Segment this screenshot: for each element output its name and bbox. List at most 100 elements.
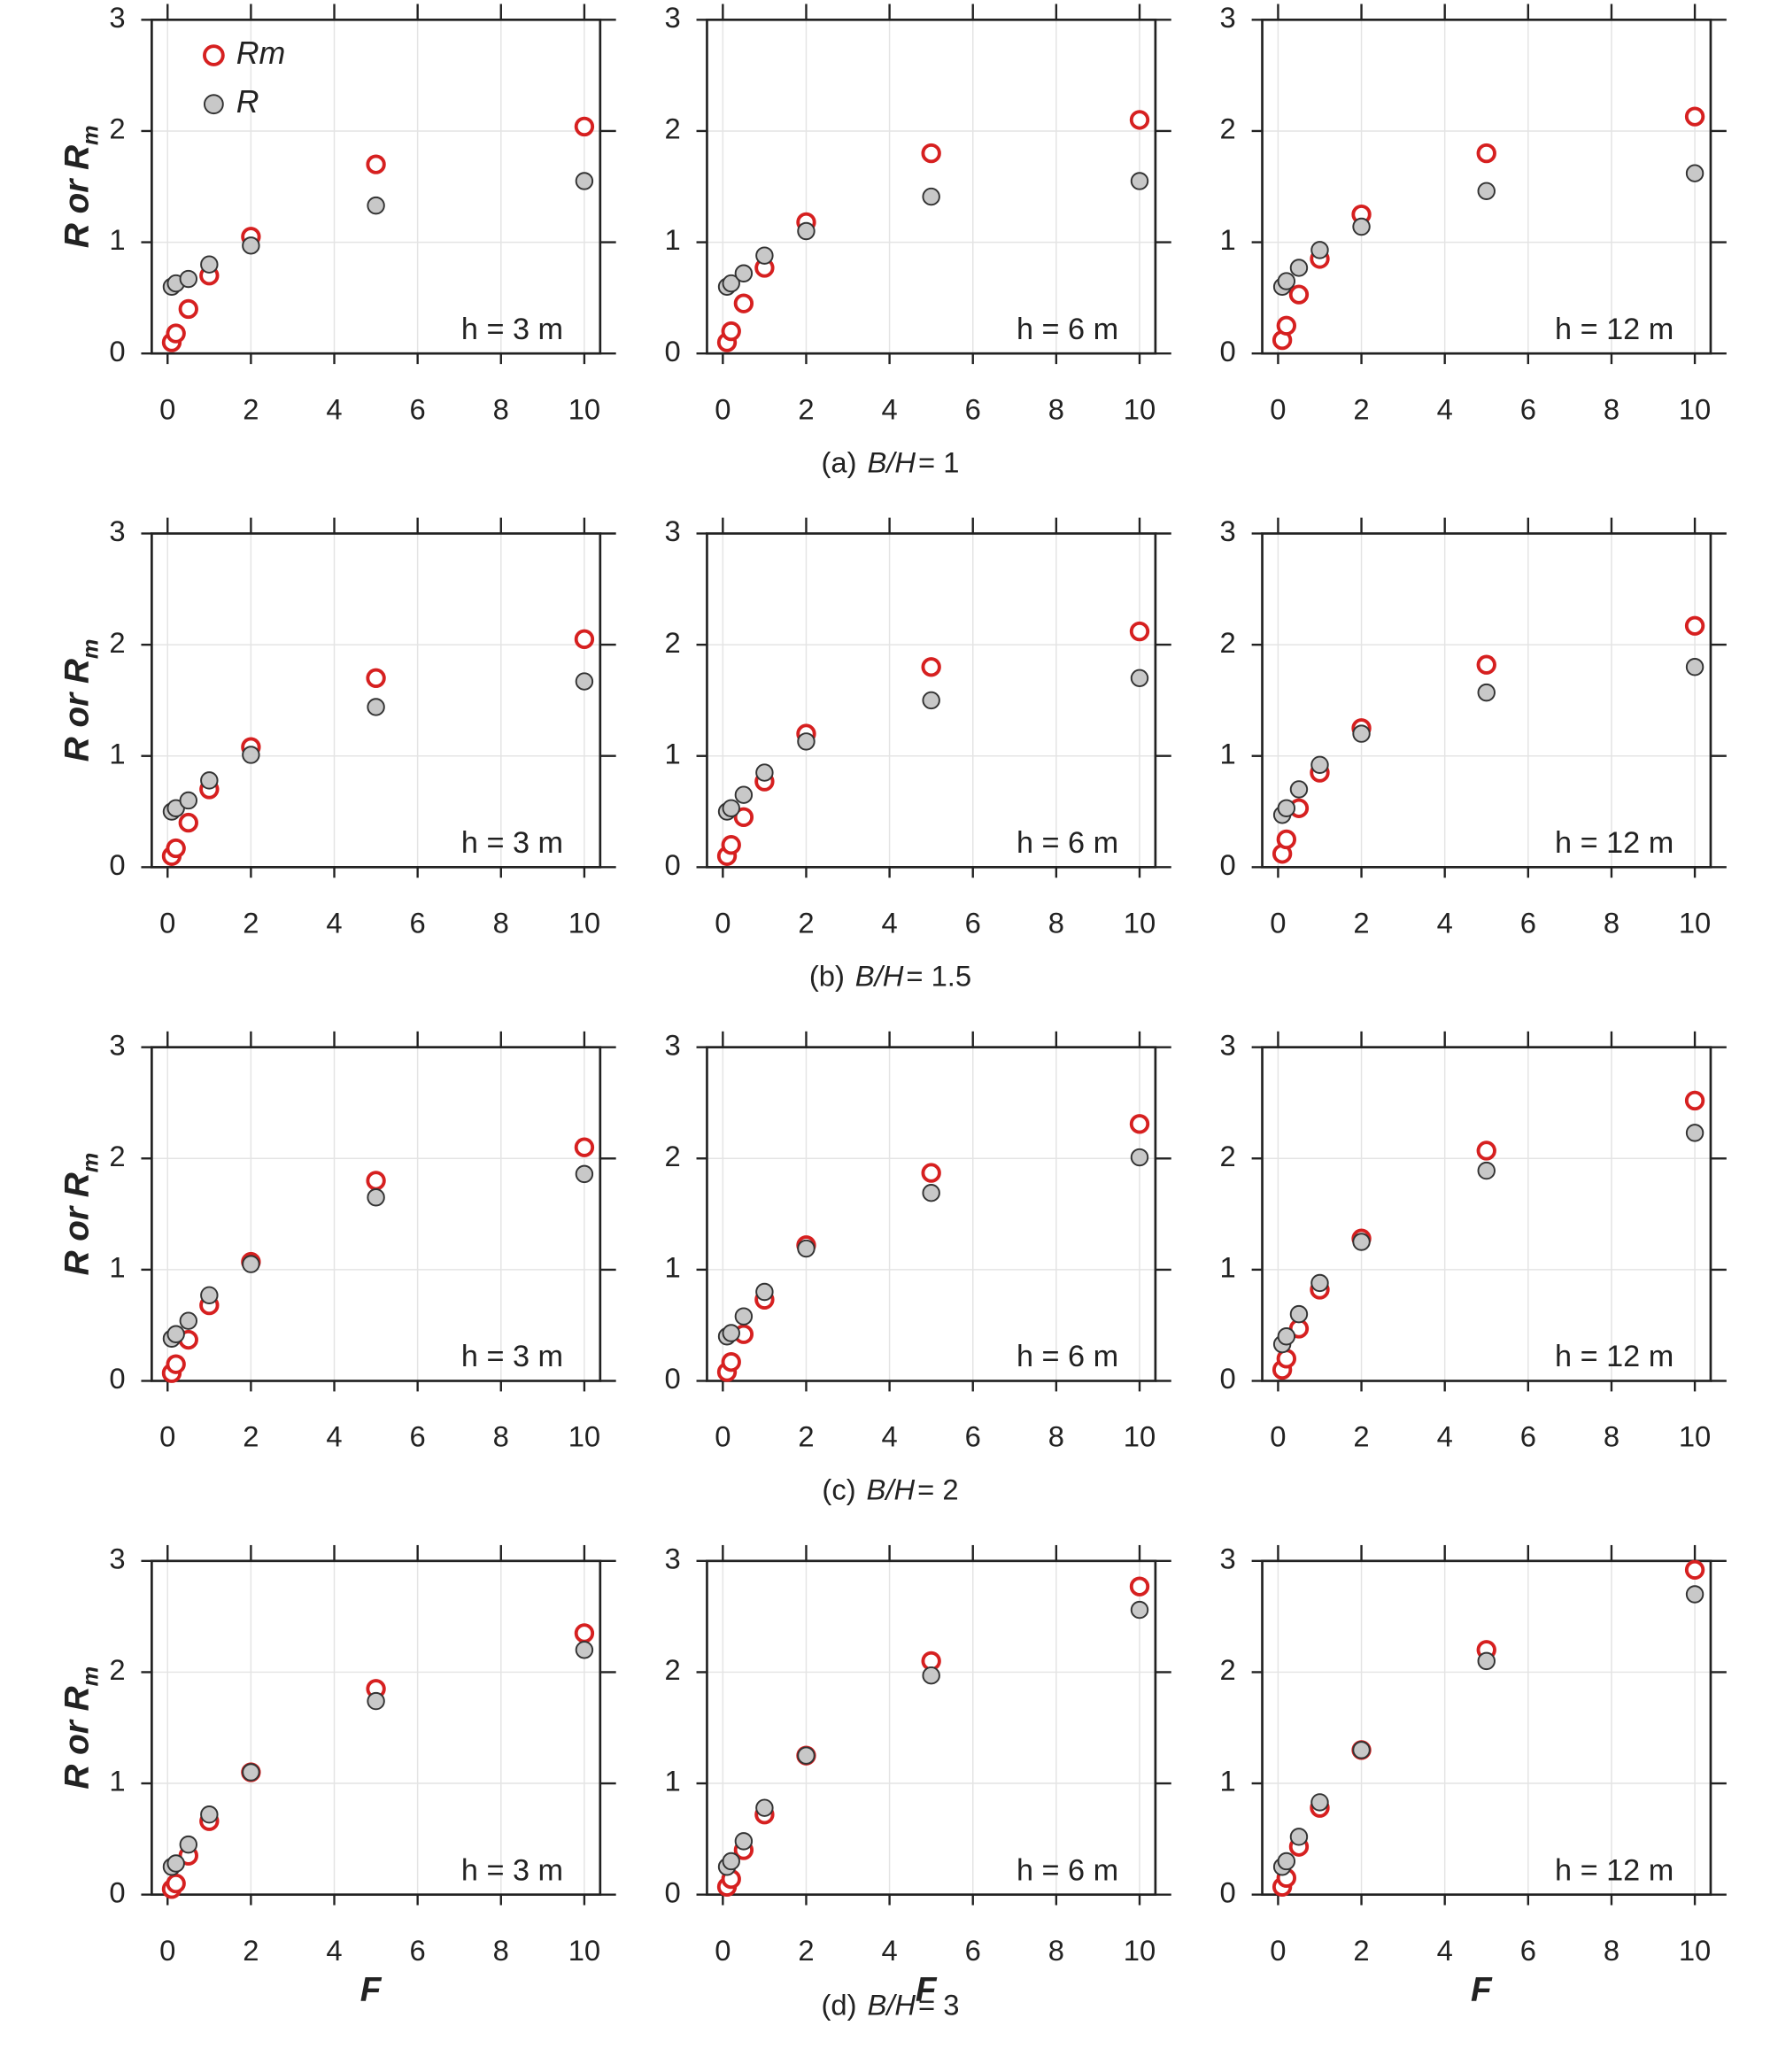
x-tick-label: 8 xyxy=(493,1934,509,1967)
data-point xyxy=(166,1325,185,1343)
data-point xyxy=(755,246,774,265)
y-tick-label: 0 xyxy=(109,1875,125,1908)
x-tick-label: 0 xyxy=(715,907,731,939)
x-tick-label: 0 xyxy=(159,1420,175,1453)
y-tick-label: 1 xyxy=(664,223,680,256)
data-point xyxy=(366,154,386,174)
data-point xyxy=(722,1852,740,1871)
caption-eq: = 1 xyxy=(918,445,959,478)
plot-frame xyxy=(1261,1559,1712,1897)
y-tick-label: 3 xyxy=(664,1542,680,1574)
data-point xyxy=(1352,1233,1371,1251)
data-point xyxy=(242,1763,260,1782)
y-axis-label-main: R or R xyxy=(58,1686,97,1789)
x-tick-label: 2 xyxy=(1353,1934,1369,1967)
y-tick-label: 2 xyxy=(109,626,125,659)
y-axis-label-sub: m xyxy=(78,1666,103,1687)
y-tick-label: 2 xyxy=(1220,1140,1236,1172)
x-tick-label: 8 xyxy=(493,1420,509,1453)
caption-var: B/H xyxy=(867,1988,916,2021)
x-tick-label: 0 xyxy=(159,1934,175,1967)
data-point xyxy=(1310,1793,1329,1812)
data-point xyxy=(1130,172,1149,190)
annotation: h = 12 m xyxy=(1555,1853,1674,1887)
caption-eq: = 3 xyxy=(918,1988,959,2021)
caption-var: B/H xyxy=(855,959,904,992)
caption: (b) B/H = 1.5 xyxy=(809,959,971,992)
x-tick-label: 8 xyxy=(1604,907,1620,939)
data-point xyxy=(1288,284,1310,305)
data-point xyxy=(242,746,260,764)
caption: (d) B/H = 3 xyxy=(821,1988,959,2021)
x-tick-label: 6 xyxy=(410,1934,426,1967)
annotation: h = 3 m xyxy=(461,1340,563,1373)
annotation: h = 6 m xyxy=(1017,313,1118,346)
y-tick-label: 1 xyxy=(1220,223,1236,256)
x-tick-label: 6 xyxy=(965,1420,981,1453)
y-tick-label: 2 xyxy=(664,1140,680,1172)
caption-tag: (c) xyxy=(822,1473,855,1505)
y-tick-label: 0 xyxy=(664,1875,680,1908)
x-tick-label: 10 xyxy=(568,1420,600,1453)
y-tick-label: 3 xyxy=(1220,1542,1236,1574)
caption-var: B/H xyxy=(867,445,916,478)
data-point xyxy=(1310,1273,1329,1293)
data-point xyxy=(1352,724,1371,743)
data-point xyxy=(574,1137,595,1157)
x-tick-label: 4 xyxy=(326,1420,342,1453)
y-tick-label: 1 xyxy=(664,1251,680,1284)
data-point xyxy=(574,629,595,650)
y-tick-label: 2 xyxy=(109,1140,125,1172)
x-tick-label: 8 xyxy=(1048,1420,1064,1453)
data-point xyxy=(1277,1852,1296,1871)
plot-frame xyxy=(706,532,1157,869)
y-axis-label: R or Rm xyxy=(58,1153,103,1276)
data-point xyxy=(366,668,386,688)
data-point xyxy=(200,771,219,790)
data-point xyxy=(1685,1124,1705,1142)
annotation: h = 3 m xyxy=(461,826,563,860)
x-tick-label: 2 xyxy=(1353,1420,1369,1453)
x-tick-label: 6 xyxy=(1520,1420,1536,1453)
x-tick-label: 10 xyxy=(1124,1420,1156,1453)
annotation: h = 6 m xyxy=(1017,826,1118,860)
x-axis-label: F xyxy=(916,1971,938,2009)
caption-tag: (d) xyxy=(821,1988,856,2021)
x-tick-label: 6 xyxy=(965,392,981,425)
x-tick-label: 6 xyxy=(1520,1934,1536,1967)
caption-tag: (a) xyxy=(821,445,856,478)
annotation: h = 12 m xyxy=(1555,1340,1674,1373)
x-axis-label: F xyxy=(360,1971,383,2009)
x-tick-label: 4 xyxy=(881,907,897,939)
data-point xyxy=(1684,1090,1705,1111)
panel: 0 2 4 6 8 10 0 1 2 3 Rm Rh = 3 m R or Rm xyxy=(58,1,616,425)
x-tick-label: 2 xyxy=(243,392,259,425)
data-point xyxy=(1276,829,1296,850)
y-axis-label: R or Rm xyxy=(58,125,103,248)
x-tick-label: 6 xyxy=(965,907,981,939)
x-tick-label: 4 xyxy=(326,907,342,939)
y-tick-label: 2 xyxy=(1220,1653,1236,1686)
data-point xyxy=(179,269,197,289)
data-point xyxy=(1684,106,1705,127)
x-tick-label: 10 xyxy=(1679,1420,1711,1453)
plot-frame xyxy=(151,1559,602,1897)
x-tick-label: 2 xyxy=(798,392,814,425)
data-point xyxy=(1352,1741,1371,1759)
data-point xyxy=(1277,1327,1296,1346)
x-tick-label: 6 xyxy=(410,392,426,425)
x-tick-label: 10 xyxy=(568,1934,600,1967)
plot-frame xyxy=(706,19,1157,355)
data-point xyxy=(722,274,740,293)
data-point xyxy=(1476,1140,1496,1161)
data-point xyxy=(166,838,186,859)
data-point xyxy=(574,116,595,137)
data-point xyxy=(367,1188,385,1207)
x-tick-label: 2 xyxy=(243,907,259,939)
x-tick-label: 6 xyxy=(965,1934,981,1967)
plot-frame xyxy=(1261,19,1712,355)
x-tick-label: 4 xyxy=(881,1934,897,1967)
x-tick-label: 4 xyxy=(1437,907,1453,939)
annotation: h = 12 m xyxy=(1555,313,1674,346)
